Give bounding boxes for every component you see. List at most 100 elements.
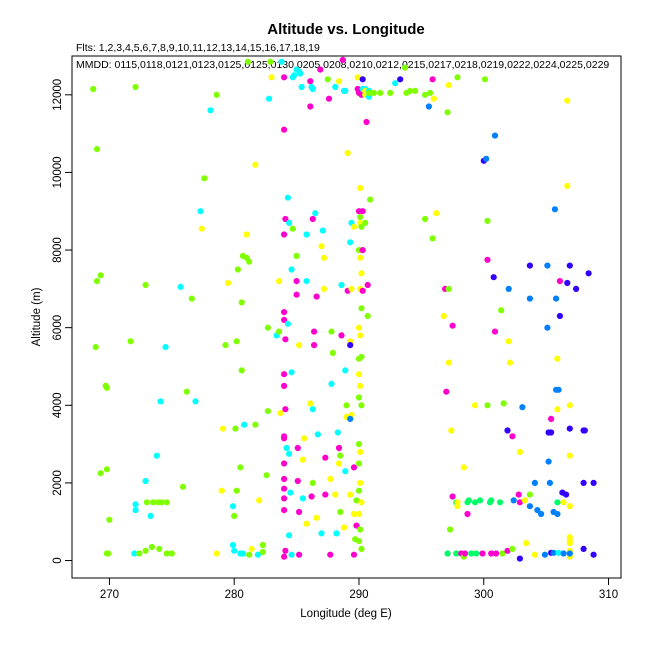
data-point-17 [142,477,149,485]
data-point-53 [233,487,240,494]
data-point-337 [538,510,545,518]
data-point-26 [142,547,149,554]
data-point-73 [254,551,261,558]
data-point-221 [355,371,363,378]
data-point-136 [303,278,310,285]
data-point-231 [355,510,363,518]
data-point-320 [509,433,516,440]
data-point-370 [566,452,573,459]
data-point-319 [506,359,514,366]
data-point-98 [281,435,288,442]
data-point-56 [234,266,241,273]
x-tick-label: 290 [349,589,368,601]
data-point-148 [313,293,320,300]
data-point-44 [213,550,220,557]
data-point-137 [307,78,314,85]
data-point-163 [327,551,334,558]
data-point-164 [328,328,335,335]
data-point-371 [566,503,573,510]
data-point-217 [355,324,363,331]
data-point-249 [365,89,373,96]
data-point-367 [566,262,573,269]
data-point-374 [566,540,573,547]
data-point-323 [515,491,522,498]
data-point-201 [353,497,360,504]
data-point-46 [219,425,227,432]
y-tick-label: 8000 [52,237,64,263]
data-point-123 [293,278,300,285]
data-point-364 [564,182,571,190]
data-point-8 [103,466,110,473]
data-point-313 [500,400,507,407]
data-point-180 [342,87,349,94]
data-point-4 [97,272,104,279]
data-point-182 [340,524,348,531]
data-point-115 [288,551,295,558]
data-point-254 [392,80,399,87]
data-point-365 [563,491,570,498]
data-point-332 [526,262,534,269]
data-point-153 [318,243,325,250]
data-point-366 [564,279,571,287]
data-point-343 [545,458,552,465]
data-point-50 [231,512,238,520]
data-point-381 [580,427,587,434]
data-point-333 [526,503,534,510]
data-point-295 [473,550,480,557]
data-point-105 [281,553,288,560]
data-point-65 [246,258,253,265]
data-point-124 [294,444,301,452]
data-point-23 [163,499,170,506]
data-point-93 [282,336,289,343]
data-point-277 [444,550,451,557]
data-point-264 [429,76,436,83]
data-point-88 [281,74,288,81]
data-point-207 [357,184,364,192]
data-point-191 [347,342,354,349]
data-point-156 [322,454,329,461]
data-point-69 [248,545,255,553]
data-point-76 [263,472,270,479]
data-point-303 [484,402,491,409]
data-point-42 [207,107,214,114]
x-axis: 270 280 290 300 310 [100,577,618,601]
data-point-315 [504,427,511,434]
data-point-222 [357,382,364,389]
data-point-265 [430,95,437,102]
data-point-253 [387,89,394,96]
data-point-272 [443,388,450,395]
data-point-310 [493,550,500,557]
data-point-339 [544,262,551,269]
flights-subtitle: Flts: 1,2,3,4,5,6,7,8,9,10,11,12,13,14,1… [76,42,320,54]
data-point-382 [585,270,592,277]
data-point-87 [281,126,288,133]
data-point-185 [343,402,350,409]
data-point-127 [296,551,303,558]
data-point-43 [213,91,220,98]
data-point-167 [332,83,339,91]
data-point-246 [364,312,371,320]
data-point-289 [464,510,471,518]
data-point-2 [92,344,99,351]
data-point-91 [281,309,288,316]
data-point-256 [402,64,409,71]
data-point-307 [490,274,497,281]
x-tick-label: 270 [100,589,119,601]
data-point-39 [197,208,204,215]
data-point-245 [364,281,371,289]
data-point-348 [550,549,557,556]
data-point-350 [553,295,560,302]
data-point-183 [342,367,349,374]
data-point-63 [241,421,248,428]
data-point-15 [132,501,139,508]
data-point-16 [132,507,139,514]
data-point-228 [357,479,364,486]
data-point-329 [523,540,530,547]
data-point-259 [412,87,419,94]
data-point-284 [454,499,461,506]
data-point-234 [358,545,365,553]
data-point-32 [157,398,164,405]
data-point-34 [177,283,184,290]
data-points [90,56,597,562]
data-point-51 [229,541,237,549]
